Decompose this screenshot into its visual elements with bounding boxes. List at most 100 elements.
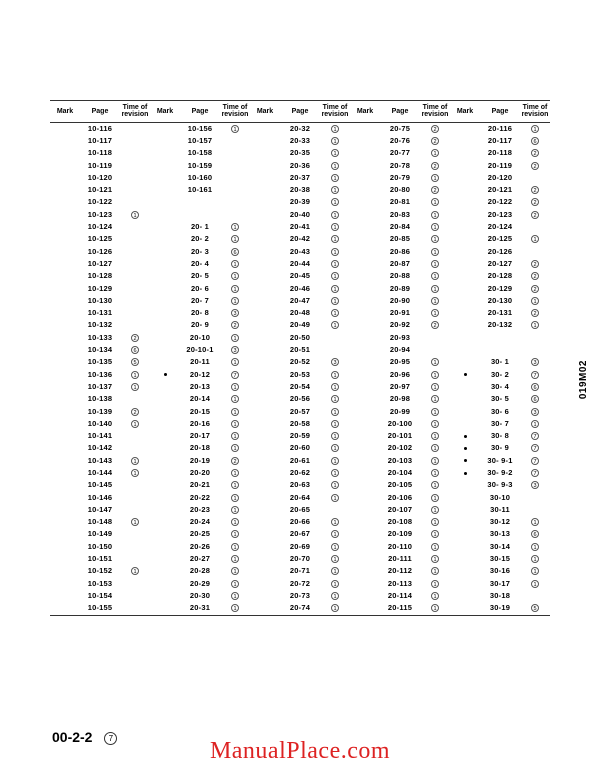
bullet-mark-icon [464, 435, 467, 438]
cell-mark [350, 504, 380, 516]
revision-circle-icon: 2 [431, 186, 439, 194]
cell-revision [320, 504, 350, 516]
revision-circle-icon: 1 [431, 518, 439, 526]
cell-revision: 1 [420, 479, 450, 491]
cell-mark [450, 516, 480, 528]
revision-circle-icon: 2 [531, 211, 539, 219]
cell-mark [250, 295, 280, 307]
cell-mark [150, 356, 180, 368]
cell-revision: 1 [520, 578, 550, 590]
cell-mark [150, 122, 180, 135]
cell-revision: 1 [420, 233, 450, 245]
side-code: 019M02 [578, 360, 589, 399]
cell-page: 10-144 [80, 467, 120, 479]
cell-mark [450, 578, 480, 590]
table-row: 10-15020-26120-69120-110130-141 [50, 541, 550, 553]
revision-circle-icon: 2 [431, 125, 439, 133]
bullet-mark-icon [464, 472, 467, 475]
cell-revision: 7 [520, 369, 550, 381]
cell-page: 20-73 [280, 590, 320, 602]
cell-mark [350, 295, 380, 307]
cell-mark [150, 283, 180, 295]
cell-page: 30-17 [480, 578, 520, 590]
cell-mark [350, 196, 380, 208]
cell-page: 20-13 [180, 381, 220, 393]
cell-page: 20-132 [480, 319, 520, 331]
table-row: 10-137120-13120-54120-97130- 46 [50, 381, 550, 393]
table-row: 10-14220-18120-60120-102130- 97 [50, 442, 550, 454]
cell-mark [250, 221, 280, 233]
cell-revision: 1 [220, 295, 250, 307]
revision-circle-icon: 1 [331, 408, 339, 416]
cell-mark [250, 122, 280, 135]
cell-revision: 1 [220, 332, 250, 344]
cell-page: 20- 5 [180, 270, 220, 282]
cell-page: 20-114 [380, 590, 420, 602]
cell-page: 10-126 [80, 246, 120, 258]
cell-mark [450, 528, 480, 540]
cell-revision: 1 [420, 283, 450, 295]
document-page: MarkPageTime ofrevisionMarkPageTime ofre… [0, 0, 600, 773]
cell-page: 30- 6 [480, 406, 520, 418]
bullet-mark-icon [464, 373, 467, 376]
cell-revision: 1 [220, 590, 250, 602]
cell-revision: 1 [320, 565, 350, 577]
cell-page: 20-10 [180, 332, 220, 344]
cell-page: 20-130 [480, 295, 520, 307]
revision-circle-icon: 1 [331, 285, 339, 293]
cell-page: 20-86 [380, 246, 420, 258]
cell-page: 10-140 [80, 418, 120, 430]
cell-mark [250, 565, 280, 577]
cell-revision: 1 [120, 455, 150, 467]
cell-revision: 1 [120, 369, 150, 381]
cell-page: 30-11 [480, 504, 520, 516]
cell-revision [520, 344, 550, 356]
cell-page: 20-102 [380, 442, 420, 454]
cell-page: 10-125 [80, 233, 120, 245]
cell-page: 20-89 [380, 283, 420, 295]
cell-mark [50, 455, 80, 467]
table-row: 10-14620-22120-64120-106130-10 [50, 492, 550, 504]
cell-mark [350, 356, 380, 368]
cell-revision: 2 [120, 332, 150, 344]
bullet-mark-icon [464, 447, 467, 450]
cell-mark [50, 590, 80, 602]
cell-mark [450, 209, 480, 221]
cell-mark [150, 418, 180, 430]
cell-revision [120, 430, 150, 442]
cell-mark [250, 406, 280, 418]
cell-page: 30- 2 [480, 369, 520, 381]
cell-mark [450, 283, 480, 295]
revision-circle-icon: 1 [231, 469, 239, 477]
cell-revision: 1 [420, 602, 450, 614]
cell-page: 20-121 [480, 184, 520, 196]
cell-revision: 1 [220, 258, 250, 270]
cell-page: 20-69 [280, 541, 320, 553]
cell-page: 20-75 [380, 122, 420, 135]
cell-revision: 1 [220, 393, 250, 405]
cell-revision: 1 [420, 516, 450, 528]
cell-page: 20-60 [280, 442, 320, 454]
cell-revision: 5 [120, 356, 150, 368]
cell-revision: 1 [420, 307, 450, 319]
cell-mark [150, 492, 180, 504]
cell-page: 20-45 [280, 270, 320, 282]
cell-mark [150, 516, 180, 528]
revision-circle-icon: 1 [331, 457, 339, 465]
cell-page: 20-117 [480, 135, 520, 147]
cell-page: 20- 8 [180, 307, 220, 319]
table-row: 10-12820- 5120-45120-88120-1282 [50, 270, 550, 282]
revision-circle-icon: 1 [331, 235, 339, 243]
cell-page: 20-97 [380, 381, 420, 393]
revision-circle-icon: 1 [331, 518, 339, 526]
cell-mark [150, 553, 180, 565]
cell-mark [150, 307, 180, 319]
cell-page: 20-47 [280, 295, 320, 307]
cell-mark [350, 565, 380, 577]
cell-revision: 1 [420, 455, 450, 467]
revision-circle-icon: 2 [531, 149, 539, 157]
cell-revision: 1 [520, 319, 550, 331]
cell-revision [120, 319, 150, 331]
cell-page: 20-61 [280, 455, 320, 467]
cell-mark [50, 504, 80, 516]
